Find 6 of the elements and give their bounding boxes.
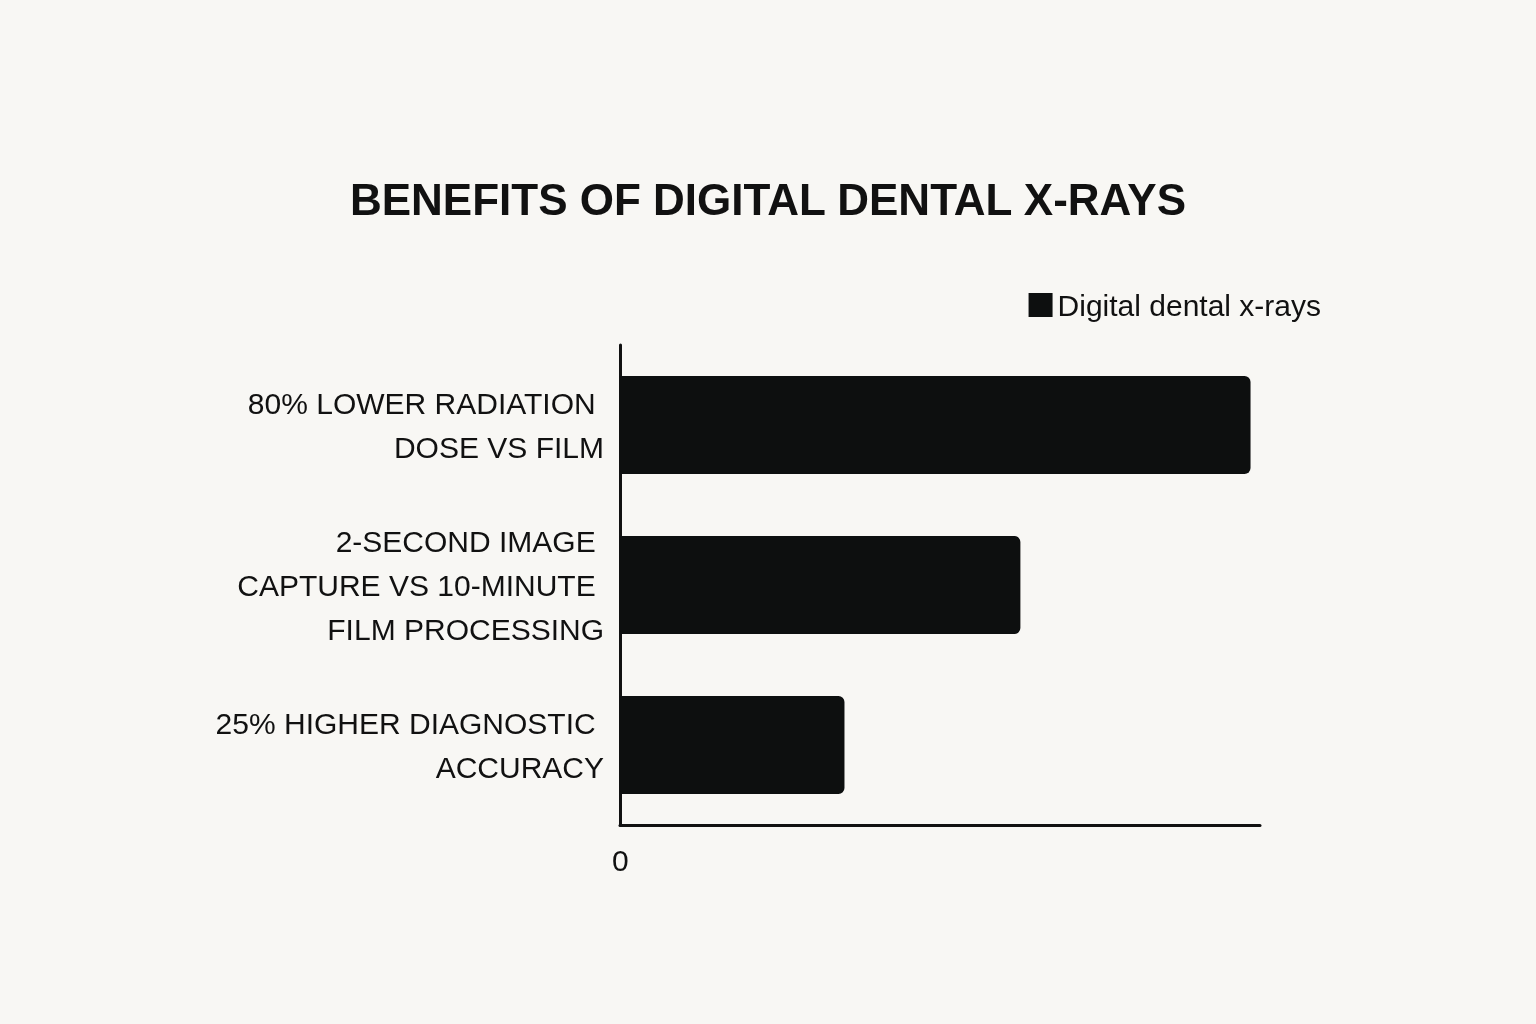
y-tick-label: 25% HIGHER DIAGNOSTIC ACCURACY [215,706,604,784]
chart-title: BENEFITS OF DIGITAL DENTAL X-RAYS [349,174,1187,224]
y-tick-label: 80% LOWER RADIATION DOSE VS FILM [247,386,604,464]
text: 0 [612,843,629,877]
legend-label: Digital dental x-rays [1057,288,1321,322]
y-tick-label: 2-SECOND IMAGE CAPTURE VS 10-MINUTE FILM PROCESSING [237,524,604,646]
